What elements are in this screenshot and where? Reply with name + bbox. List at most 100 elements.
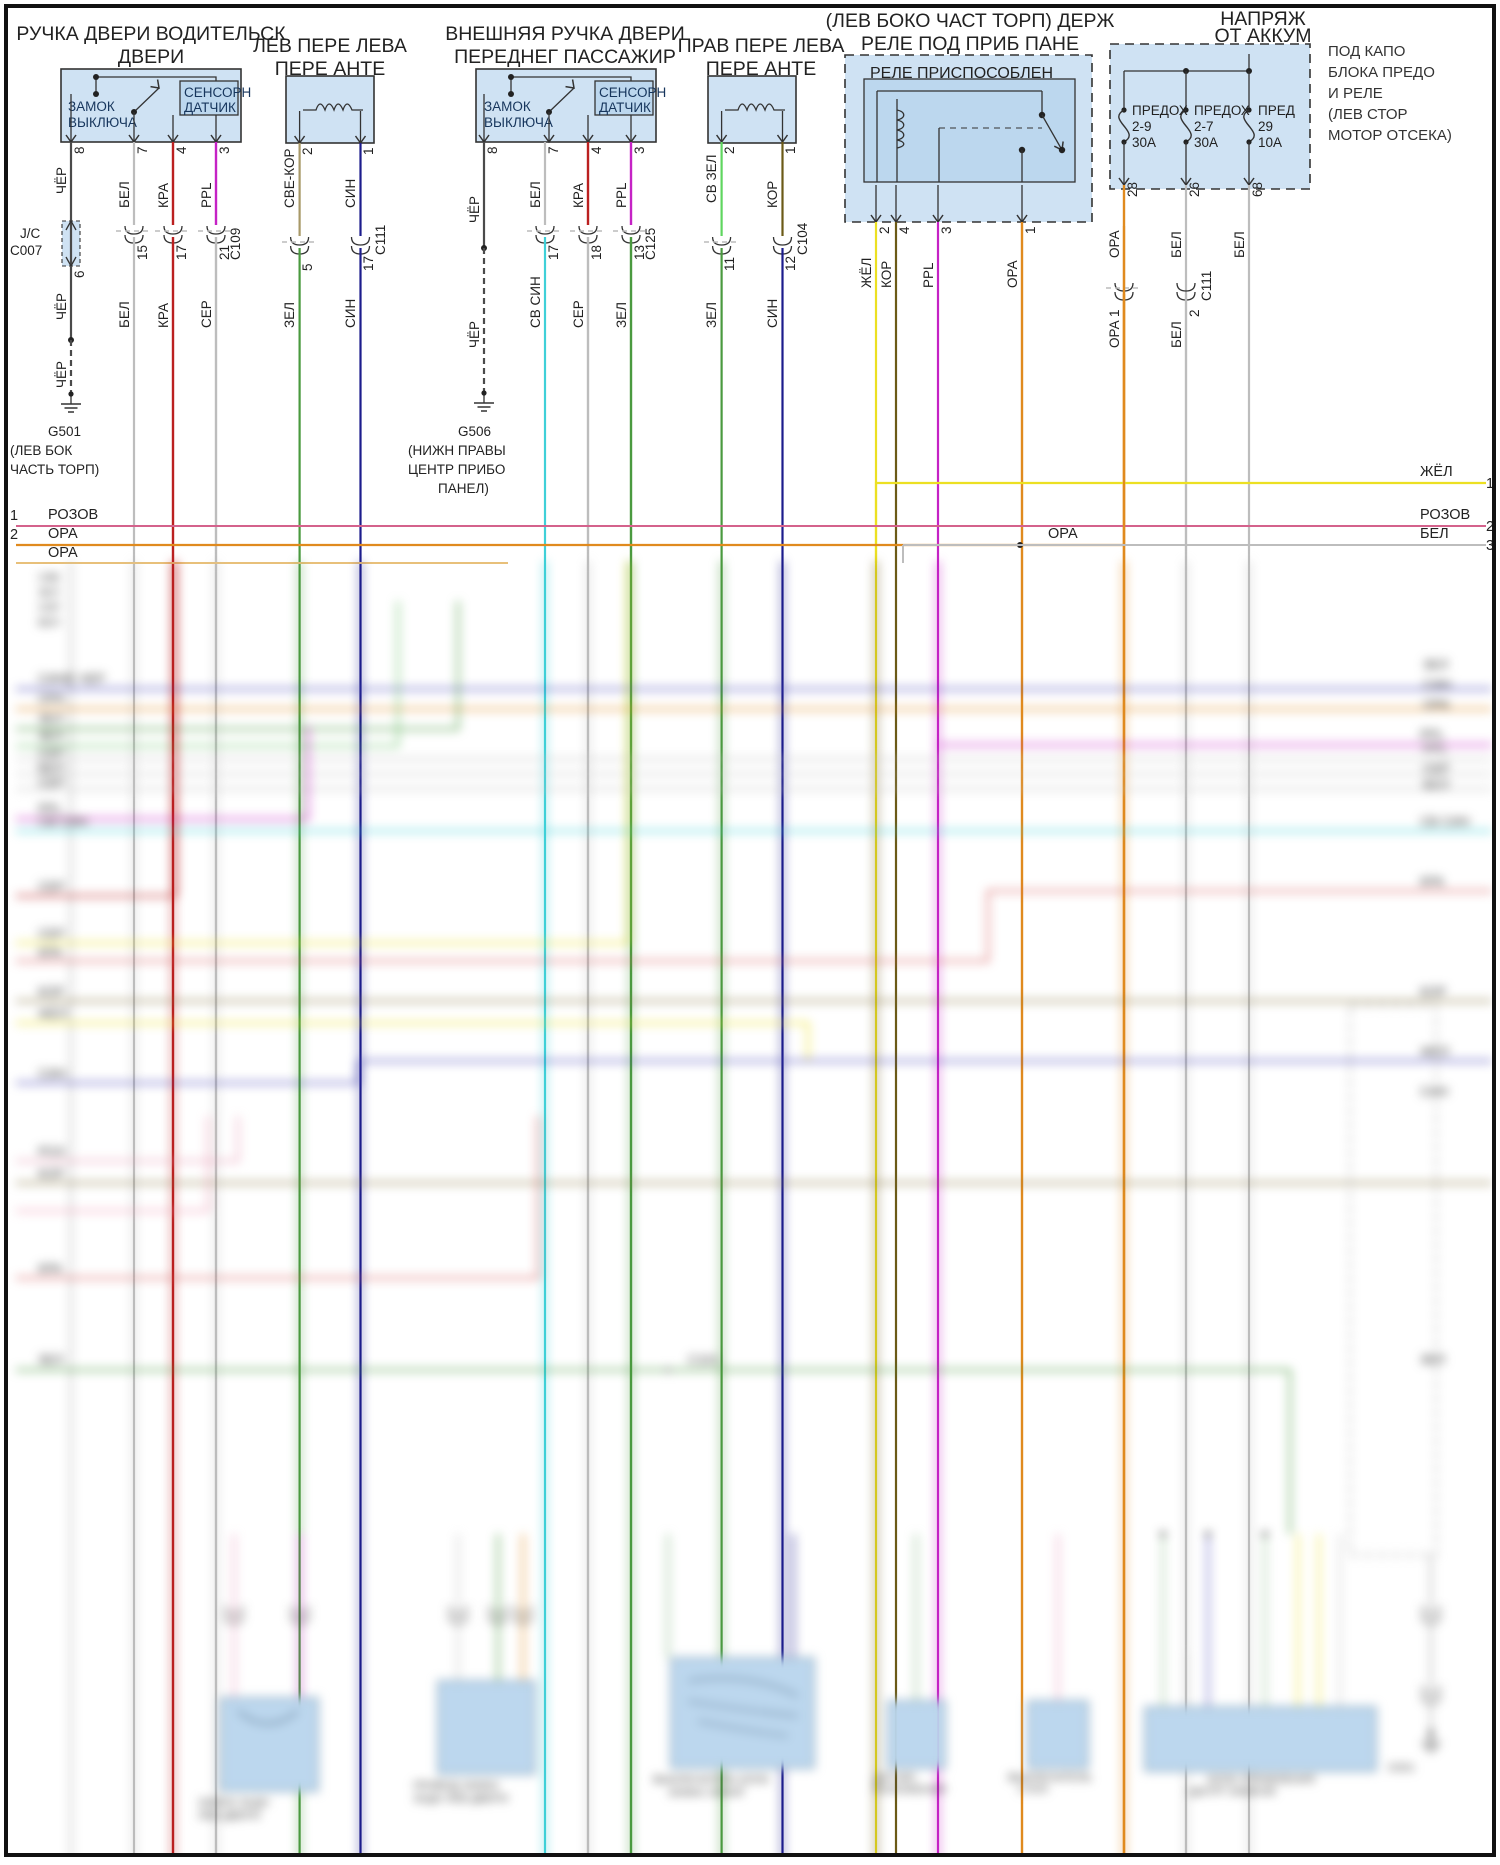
svg-text:ДВЕРИ: ДВЕРИ (118, 46, 184, 68)
svg-text:КОР: КОР (1420, 984, 1446, 999)
svg-text:1: 1 (1107, 309, 1122, 317)
svg-text:ДАТЧИК: ДАТЧИК (873, 1772, 916, 1784)
svg-text:30А: 30А (1194, 135, 1218, 150)
svg-text:ОРА: ОРА (1005, 260, 1020, 288)
svg-text:БЕЛ: БЕЛ (528, 181, 543, 208)
svg-text:ЧЁР: ЧЁР (467, 196, 482, 223)
svg-text:КОР: КОР (765, 181, 780, 208)
svg-text:РУЧКА ДВЕРИ ВОДИТЕЛЬСК: РУЧКА ДВЕРИ ВОДИТЕЛЬСК (16, 23, 286, 45)
svg-text:СИНЕ-ЧЕР: СИНЕ-ЧЕР (38, 671, 105, 686)
svg-text:ЖЁЛ: ЖЁЛ (859, 258, 874, 288)
svg-text:ПАНЕЛ): ПАНЕЛ) (438, 481, 489, 496)
svg-text:ЧЁР: ЧЁР (467, 321, 482, 348)
svg-text:СВ СИН: СВ СИН (1420, 814, 1470, 829)
svg-text:C111: C111 (373, 225, 388, 255)
svg-text:РЕЛЕ ПОД ПРИБ ПАНЕ: РЕЛЕ ПОД ПРИБ ПАНЕ (861, 33, 1079, 55)
svg-text:8: 8 (72, 146, 87, 154)
svg-text:БЕЛ: БЕЛ (1232, 231, 1247, 258)
svg-text:БЛОК УПРАВЛЕНИЯ: БЛОК УПРАВЛЕНИЯ (1208, 1774, 1315, 1786)
svg-text:C111: C111 (1199, 271, 1214, 301)
svg-text:ПОД КАПО: ПОД КАПО (1328, 43, 1405, 60)
svg-text:PPL: PPL (1423, 741, 1448, 756)
svg-text:ДАТЧИК: ДАТЧИК (184, 100, 236, 115)
svg-text:29: 29 (1258, 119, 1273, 134)
svg-text:ОРА: ОРА (1107, 320, 1122, 348)
svg-text:ДАТЧИК: ДАТЧИК (599, 100, 651, 115)
svg-text:ЛЕВ ПЕРЕ ЛЕВА: ЛЕВ ПЕРЕ ЛЕВА (253, 35, 407, 57)
svg-text:ЗАМОК: ЗАМОК (68, 99, 115, 114)
svg-text:ЧЁР: ЧЁР (54, 167, 69, 194)
svg-text:C101: C101 (688, 1352, 719, 1367)
svg-text:БЕЛ: БЕЛ (1420, 526, 1449, 542)
svg-text:3: 3 (1486, 538, 1494, 554)
svg-text:ЦЕНТР ЗАМКОМ: ЦЕНТР ЗАМКОМ (1188, 1786, 1276, 1798)
svg-text:2-7: 2-7 (1194, 119, 1214, 134)
svg-text:ЖЁЛ: ЖЁЛ (1420, 463, 1453, 480)
svg-text:СИН: СИН (1423, 677, 1451, 692)
svg-text:РОЗОВ: РОЗОВ (48, 507, 98, 523)
svg-text:КРА: КРА (156, 183, 171, 208)
svg-text:ПРЕДОХ: ПРЕДОХ (1194, 103, 1250, 118)
svg-text:12: 12 (783, 256, 798, 271)
svg-text:СВ СИН: СВ СИН (528, 276, 543, 328)
svg-text:ЗАМКА ЗАЖИГ: ЗАМКА ЗАЖИГ (668, 1787, 746, 1799)
svg-text:КРА: КРА (156, 303, 171, 328)
svg-text:ОРА: ОРА (48, 526, 78, 542)
svg-text:ЗЕЛ: ЗЕЛ (282, 302, 297, 328)
svg-text:68: 68 (1250, 182, 1265, 197)
svg-text:БЕЛ: БЕЛ (38, 617, 60, 629)
svg-text:ОРА: ОРА (38, 691, 65, 706)
svg-text:СИН: СИН (343, 299, 358, 328)
svg-text:10А: 10А (1258, 135, 1282, 150)
svg-text:C125: C125 (643, 228, 658, 260)
svg-text:1: 1 (10, 508, 18, 524)
svg-text:СЕР: СЕР (38, 775, 65, 790)
svg-text:ЖЁЛ: ЖЁЛ (1420, 1044, 1449, 1059)
svg-text:1: 1 (361, 147, 376, 155)
svg-text:ВЫКЛЮЧА: ВЫКЛЮЧА (484, 115, 553, 130)
svg-text:СИН: СИН (1420, 1084, 1448, 1099)
svg-text:СИН: СИН (343, 179, 358, 208)
svg-text:ЗАДН ЛЕВ ДВЕРИ: ЗАДН ЛЕВ ДВЕРИ (413, 1793, 508, 1805)
svg-text:СЕР: СЕР (38, 926, 65, 941)
svg-text:ОРА: ОРА (1423, 697, 1450, 712)
svg-text:КРА: КРА (1420, 874, 1444, 889)
svg-text:ПРАВ ПЕРЕ ЛЕВА: ПРАВ ПЕРЕ ЛЕВА (678, 35, 845, 57)
svg-text:ЗЕЛ: ЗЕЛ (704, 302, 719, 328)
svg-text:(ЛЕВ БОКО ЧАСТ ТОРП) ДЕРЖ: (ЛЕВ БОКО ЧАСТ ТОРП) ДЕРЖ (826, 10, 1115, 32)
svg-text:БЕЛ: БЕЛ (1423, 777, 1449, 792)
svg-text:БЛОКА ПРЕДО: БЛОКА ПРЕДО (1328, 64, 1435, 81)
svg-text:СЕР: СЕР (38, 879, 65, 894)
svg-text:ЧАСТЬ ТОРП): ЧАСТЬ ТОРП) (10, 462, 99, 477)
svg-text:17: 17 (174, 245, 189, 260)
svg-text:30А: 30А (1132, 135, 1156, 150)
svg-text:ПРЕДОХ: ПРЕДОХ (1132, 103, 1188, 118)
svg-text:17: 17 (361, 256, 376, 271)
svg-text:ВЫКЛЮЧАТЕЛЬ: ВЫКЛЮЧАТЕЛЬ (1008, 1772, 1092, 1784)
svg-text:G301: G301 (1388, 1762, 1415, 1774)
svg-text:PPL: PPL (614, 182, 629, 208)
svg-text:15: 15 (135, 245, 150, 260)
svg-text:СЕНСОРН: СЕНСОРН (184, 85, 251, 100)
svg-text:7: 7 (546, 146, 561, 154)
svg-text:И РЕЛЕ: И РЕЛЕ (1328, 85, 1383, 102)
svg-text:КОР: КОР (38, 984, 64, 999)
svg-text:ПЕРЕДНЕГ ПАССАЖИР: ПЕРЕДНЕГ ПАССАЖИР (454, 46, 676, 68)
svg-text:G506: G506 (458, 424, 491, 439)
svg-text:БЕЛ: БЕЛ (117, 181, 132, 208)
svg-text:ЗЕЛ: ЗЕЛ (614, 302, 629, 328)
svg-text:ЗАМОК ЗАДН: ЗАМОК ЗАДН (198, 1797, 269, 1809)
svg-text:C109: C109 (228, 228, 243, 260)
svg-text:СИН: СИН (765, 299, 780, 328)
svg-text:КОР: КОР (879, 261, 894, 288)
svg-text:ЧЁР: ЧЁР (54, 361, 69, 388)
svg-text:(ЛЕВ СТОР: (ЛЕВ СТОР (1328, 106, 1408, 123)
svg-text:4: 4 (174, 146, 189, 154)
svg-text:2: 2 (1486, 519, 1494, 535)
svg-text:PPL: PPL (921, 262, 936, 288)
svg-text:РОЗ: РОЗ (38, 1144, 64, 1159)
svg-text:ОРА: ОРА (1048, 526, 1078, 542)
svg-text:1: 1 (1486, 476, 1494, 492)
svg-text:КРА: КРА (571, 183, 586, 208)
svg-text:2: 2 (1187, 309, 1202, 317)
